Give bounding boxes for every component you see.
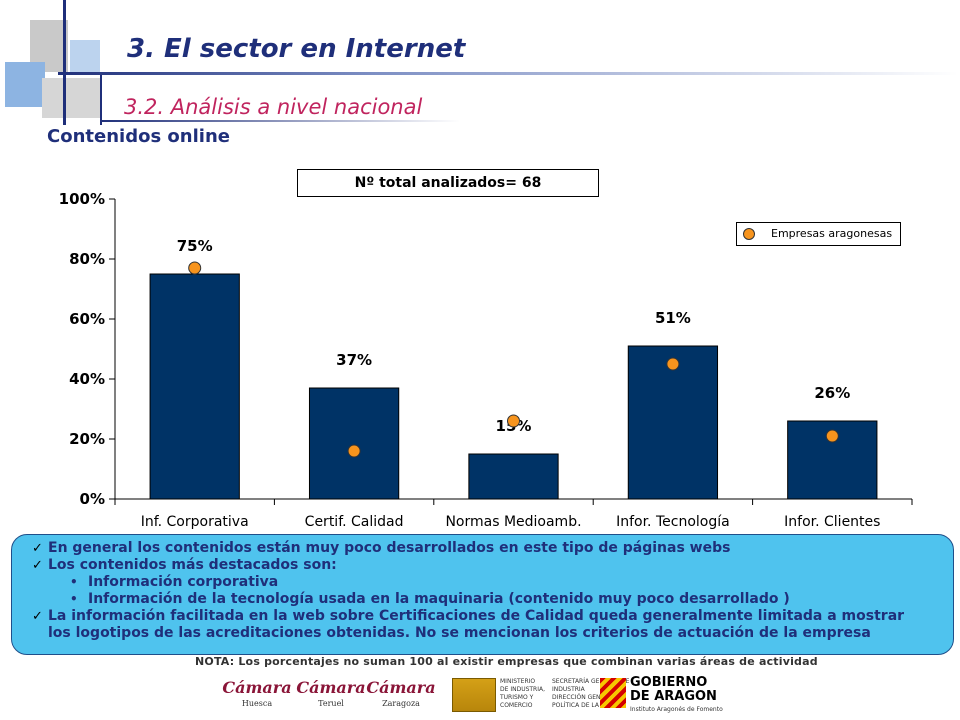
logo-city: Teruel: [318, 699, 344, 708]
y-tick-label: 100%: [59, 190, 105, 208]
marker-point: [666, 357, 680, 371]
gobierno-line: DE ARAGON: [630, 689, 717, 704]
checkmark-icon: ✓: [32, 609, 43, 624]
header-decoration-block: [70, 40, 100, 72]
marker-point: [825, 429, 839, 443]
note-text: Información de la tecnología usada en la…: [88, 591, 790, 607]
y-tick-label: 20%: [69, 430, 105, 448]
logo-city: Huesca: [241, 699, 273, 708]
category-label: Inf. Corporativa: [141, 514, 249, 530]
bar: [627, 345, 719, 500]
page-subtitle: 3.2. Análisis a nivel nacional: [124, 95, 423, 119]
data-label: 75%: [177, 237, 213, 255]
camara-teruel-logo: Cámara Teruel: [296, 678, 366, 714]
section-heading: Contenidos online: [47, 126, 230, 147]
gobierno-line: GOBIERNO: [630, 675, 708, 690]
ministry-logo: MINISTERIO DE INDUSTRIA, TURISMO Y COMER…: [452, 676, 629, 716]
logo-text: Cámara: [222, 678, 292, 697]
note-line: ✓ La información facilitada en la web sob…: [32, 608, 953, 625]
secretaria-line: SECRETARÍA GENERAL DE: [552, 678, 630, 685]
page-title: 3. El sector en Internet: [127, 34, 466, 64]
total-analyzed-box: Nº total analizados= 68: [297, 169, 599, 197]
notes-box: ✓ En general los contenidos están muy poc…: [11, 534, 954, 655]
ministry-line: DE INDUSTRIA,: [500, 686, 546, 693]
header-decoration-line: [100, 120, 460, 122]
logo-city: Zaragoza: [382, 699, 420, 708]
bar-chart: 0% 20% 40% 60% 80% 100% 75% Inf. Corporativa 37%…: [59, 190, 913, 530]
y-tick-label: 80%: [69, 250, 105, 268]
gobierno-aragon-logo: GOBIERNO DE ARAGON Instituto Aragonés de…: [600, 676, 723, 718]
ministry-text: MINISTERIO DE INDUSTRIA, TURISMO Y COMER…: [500, 678, 545, 710]
note-text: los logotipos de las acreditaciones obte…: [48, 625, 871, 641]
camara-huesca-logo: Cámara Huesca: [222, 678, 292, 714]
legend-marker-icon: [743, 228, 755, 240]
secretaria-line: POLÍTICA DE LA PYME: [552, 702, 618, 709]
bar: [468, 453, 559, 500]
ministry-line: COMERCIO: [500, 702, 533, 709]
secretaria-line: DIRECCIÓN GENERAL DE: [552, 694, 627, 701]
y-tick-label: 60%: [69, 310, 105, 328]
bullet-icon: •: [70, 592, 78, 606]
note-line: • Información corporativa: [32, 574, 953, 591]
aragon-flag-icon: [600, 678, 626, 708]
note-line: los logotipos de las acreditaciones obte…: [32, 625, 953, 642]
category-label: Normas Medioamb.: [445, 514, 581, 530]
bullet-icon: •: [70, 575, 78, 589]
header-decoration-block: [42, 78, 100, 118]
header-decoration-block: [5, 62, 45, 107]
bar: [308, 387, 400, 500]
marker-point: [188, 261, 202, 275]
note-text: En general los contenidos están muy poco…: [48, 540, 731, 556]
gobierno-subtitle: Instituto Aragonés de Fomento: [630, 706, 723, 713]
note-line: ✓ En general los contenidos están muy poc…: [32, 540, 953, 557]
ministry-line: TURISMO Y: [500, 694, 534, 701]
ministry-line: MINISTERIO: [500, 678, 536, 685]
checkmark-icon: ✓: [32, 558, 43, 573]
note-text: Los contenidos más destacados son:: [48, 557, 337, 573]
note-text: Información corporativa: [88, 574, 279, 590]
marker-point: [507, 414, 520, 428]
data-label: 37%: [336, 351, 372, 369]
bar: [149, 273, 240, 500]
header-decoration-line: [58, 72, 958, 75]
secretaria-line: INDUSTRIA: [552, 686, 585, 693]
marker-point: [347, 444, 361, 458]
footer-logos: Cámara Huesca Cámara Teruel Cámara Zarag…: [0, 672, 960, 720]
data-label: 26%: [814, 384, 850, 402]
secretaria-text: SECRETARÍA GENERAL DE INDUSTRIA DIRECCIÓ…: [552, 678, 629, 710]
category-label: Certif. Calidad: [305, 514, 404, 530]
logo-text: Cámara: [366, 678, 436, 697]
gobierno-text: GOBIERNO DE ARAGON: [630, 676, 717, 704]
data-label: 51%: [655, 309, 691, 327]
y-tick-label: 40%: [69, 370, 105, 388]
chart-legend: Empresas aragonesas: [736, 222, 901, 246]
note-text: La información facilitada en la web sobr…: [48, 608, 905, 624]
coat-of-arms-icon: [452, 678, 496, 712]
header-decoration-line: [100, 75, 102, 125]
note-line: ✓ Los contenidos más destacados son:: [32, 557, 953, 574]
y-tick-label: 0%: [80, 490, 105, 508]
note-line: • Información de la tecnología usada en l…: [32, 591, 953, 608]
header-decoration-line: [63, 0, 66, 125]
footnote: NOTA: Los porcentajes no suman 100 al ex…: [195, 655, 818, 668]
logo-text: Cámara: [296, 678, 366, 697]
checkmark-icon: ✓: [32, 541, 43, 556]
camara-zaragoza-logo: Cámara Zaragoza: [366, 678, 436, 714]
category-label: Infor. Clientes: [784, 514, 880, 530]
category-label: Infor. Tecnología: [616, 514, 730, 530]
legend-label: Empresas aragonesas: [771, 227, 893, 240]
